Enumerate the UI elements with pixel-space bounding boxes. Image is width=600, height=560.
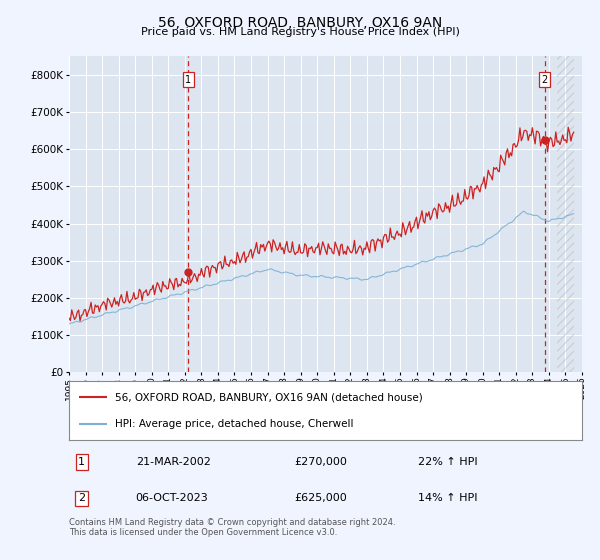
Text: 56, OXFORD ROAD, BANBURY, OX16 9AN (detached house): 56, OXFORD ROAD, BANBURY, OX16 9AN (deta…	[115, 392, 423, 402]
Point	[540, 136, 550, 144]
Text: 2: 2	[542, 74, 548, 85]
Text: 06-OCT-2023: 06-OCT-2023	[136, 493, 208, 503]
Text: Price paid vs. HM Land Registry's House Price Index (HPI): Price paid vs. HM Land Registry's House …	[140, 27, 460, 37]
Text: 14% ↑ HPI: 14% ↑ HPI	[418, 493, 478, 503]
Text: £270,000: £270,000	[295, 457, 347, 467]
Text: 1: 1	[185, 74, 191, 85]
Text: 2: 2	[78, 493, 85, 503]
Text: HPI: Average price, detached house, Cherwell: HPI: Average price, detached house, Cher…	[115, 419, 353, 430]
Text: 22% ↑ HPI: 22% ↑ HPI	[418, 457, 478, 467]
Text: 1: 1	[79, 457, 85, 467]
Text: Contains HM Land Registry data © Crown copyright and database right 2024.
This d: Contains HM Land Registry data © Crown c…	[69, 518, 395, 538]
Point	[184, 268, 193, 277]
Text: 21-MAR-2002: 21-MAR-2002	[136, 457, 211, 467]
Text: £625,000: £625,000	[295, 493, 347, 503]
Text: 56, OXFORD ROAD, BANBURY, OX16 9AN: 56, OXFORD ROAD, BANBURY, OX16 9AN	[158, 16, 442, 30]
